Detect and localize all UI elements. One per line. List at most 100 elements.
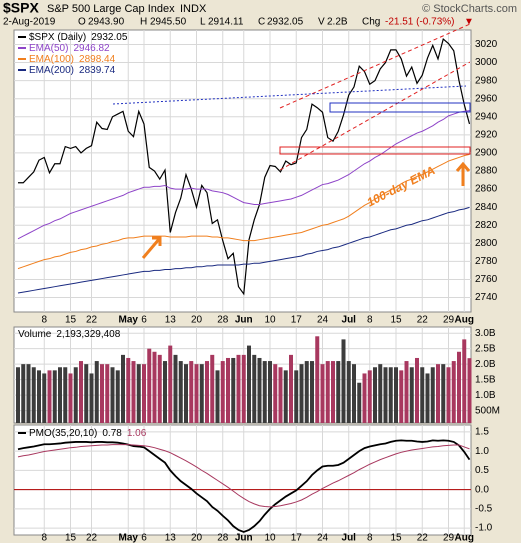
legend-part: EMA(200) bbox=[29, 65, 74, 76]
panel-frame bbox=[13, 424, 472, 536]
volume-bar bbox=[210, 354, 215, 423]
quote-label: O bbox=[78, 17, 86, 28]
y-tick-label: 2.0B bbox=[475, 359, 496, 370]
volume-bar bbox=[304, 361, 309, 423]
y-tick-label: 1.0 bbox=[475, 446, 489, 457]
x-tick-label: Aug bbox=[455, 533, 474, 543]
volume-bar bbox=[37, 370, 41, 423]
volume-bar bbox=[310, 361, 314, 423]
quote-value: -21.51 (-0.73%) bbox=[385, 17, 454, 28]
direction: ▼ bbox=[464, 17, 474, 28]
arrow bbox=[141, 236, 162, 259]
volume-bar bbox=[352, 364, 356, 423]
legend-entry: EMA(100) 2898.44 bbox=[29, 54, 116, 65]
series-line bbox=[17, 439, 471, 533]
x-tick-label: 22 bbox=[86, 315, 98, 326]
volume-bar bbox=[105, 364, 110, 423]
volume-bar bbox=[299, 364, 304, 423]
volume-bar bbox=[257, 357, 262, 423]
x-tick-label: 15 bbox=[65, 533, 77, 543]
volume-bar bbox=[110, 367, 115, 423]
volume-bar bbox=[425, 373, 430, 423]
volume-bar bbox=[21, 364, 26, 423]
y-tick-label: 0.5 bbox=[475, 465, 489, 476]
x-tick-label: 13 bbox=[165, 315, 177, 326]
y-tick-label: 2800 bbox=[475, 238, 498, 249]
volume-bar bbox=[315, 336, 320, 423]
legend-part: EMA(100) bbox=[29, 54, 74, 65]
volume-bar bbox=[467, 358, 472, 423]
y-tick-label: 2820 bbox=[475, 220, 498, 231]
x-tick-label: 10 bbox=[264, 315, 276, 326]
gap-box bbox=[279, 146, 471, 155]
volume-bar bbox=[136, 364, 141, 423]
index-name: S&P 500 Large Cap Index bbox=[47, 3, 175, 15]
volume-bar bbox=[373, 367, 377, 423]
volume-bar bbox=[89, 373, 94, 423]
y-tick-label: 2840 bbox=[475, 202, 498, 213]
quote-label: V bbox=[318, 17, 325, 28]
volume-bar bbox=[152, 351, 157, 423]
x-tick-label: 6 bbox=[141, 533, 147, 543]
volume-bar bbox=[58, 367, 62, 423]
quote-label: H bbox=[140, 17, 147, 28]
y-tick-label: 2760 bbox=[475, 274, 498, 285]
volume-bar bbox=[289, 354, 293, 423]
volume-bar bbox=[189, 361, 194, 423]
quote-label: Chg bbox=[362, 17, 380, 28]
volume-bar bbox=[184, 364, 188, 423]
y-tick-label: 3000 bbox=[475, 57, 498, 68]
x-tick-label: 15 bbox=[65, 315, 77, 326]
x-tick-label: 24 bbox=[317, 533, 329, 543]
volume-bar bbox=[52, 370, 57, 423]
volume-bar bbox=[31, 367, 36, 423]
support-box bbox=[329, 102, 471, 113]
legend-part: 2946.82 bbox=[73, 43, 110, 54]
x-tick-label: 22 bbox=[417, 315, 429, 326]
volume-bar bbox=[273, 364, 278, 423]
y-tick-label: 1.5 bbox=[475, 427, 489, 438]
exchange: INDX bbox=[180, 3, 207, 15]
y-tick-label: 1.5B bbox=[475, 374, 496, 385]
volume-bar bbox=[100, 364, 104, 423]
x-tick-label: 22 bbox=[86, 533, 98, 543]
volume-bar bbox=[294, 370, 299, 423]
symbol: $SPX bbox=[3, 0, 39, 16]
volume-bar bbox=[341, 339, 346, 423]
legend-part: EMA(50) bbox=[29, 43, 68, 54]
legend-part: 0.78 bbox=[102, 428, 122, 439]
y-tick-label: 2740 bbox=[475, 292, 498, 303]
y-tick-label: 3.0B bbox=[475, 328, 496, 339]
y-tick-label: 0.0 bbox=[475, 484, 489, 495]
quote-label: C bbox=[258, 17, 265, 28]
x-tick-label: May bbox=[119, 315, 139, 326]
volume-bar bbox=[178, 361, 183, 423]
volume-bar bbox=[394, 367, 398, 423]
x-tick-label: 20 bbox=[191, 533, 203, 543]
arrow bbox=[455, 161, 471, 186]
quote-label: L bbox=[200, 17, 206, 28]
legend-part: 1.06 bbox=[127, 428, 147, 439]
legend-part: Volume bbox=[18, 329, 52, 340]
volume-bar bbox=[436, 364, 440, 423]
x-tick-label: 6 bbox=[141, 315, 147, 326]
legend-part: $SPX (Daily) bbox=[29, 32, 86, 43]
x-tick-label: 17 bbox=[291, 533, 303, 543]
quote-value: 2.2B bbox=[327, 17, 348, 28]
volume-bar bbox=[215, 370, 220, 423]
volume-bar bbox=[404, 361, 409, 423]
volume-bar bbox=[383, 367, 388, 423]
volume-bar bbox=[79, 361, 83, 423]
pmo-legend: PMO(35,20,10) 0.78 1.06 bbox=[29, 428, 147, 439]
volume-bar bbox=[362, 373, 367, 423]
resistance-line bbox=[112, 85, 467, 105]
y-tick-label: 1.0B bbox=[475, 390, 496, 401]
volume-bar bbox=[63, 367, 68, 423]
quote-value: 2943.90 bbox=[88, 17, 125, 28]
x-tick-label: 17 bbox=[291, 315, 303, 326]
series-line bbox=[17, 444, 470, 508]
volume-bar bbox=[446, 367, 451, 423]
volume-bar bbox=[94, 361, 99, 423]
y-tick-label: 2980 bbox=[475, 75, 498, 86]
